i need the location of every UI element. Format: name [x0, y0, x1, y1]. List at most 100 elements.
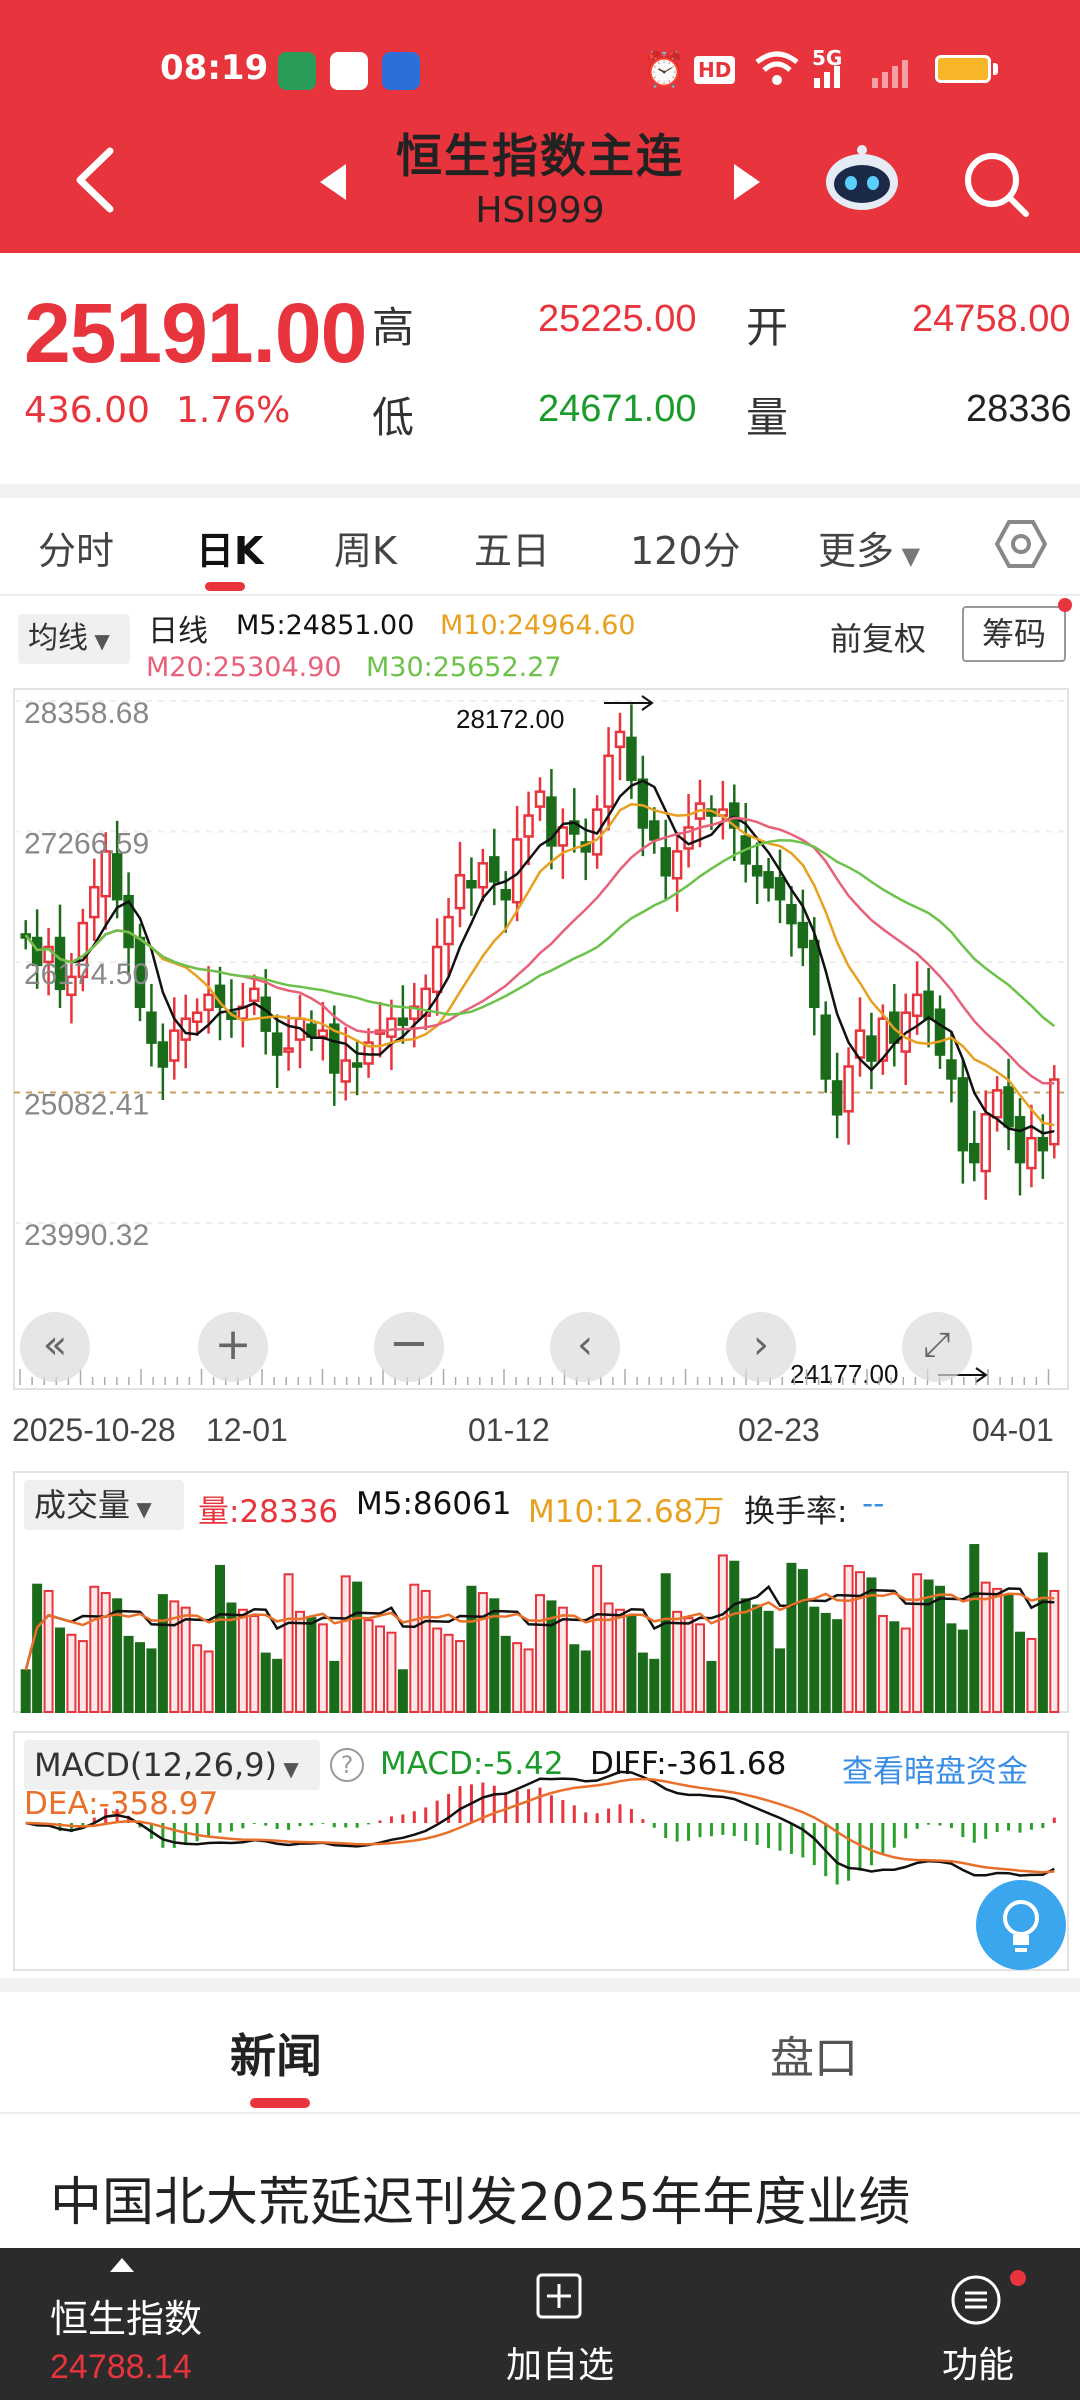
add-watchlist-icon[interactable] — [535, 2272, 583, 2320]
candle-body — [157, 1041, 169, 1068]
candle-body — [500, 888, 511, 901]
volume-bar — [443, 1633, 454, 1713]
candle-body — [923, 990, 934, 1020]
max-price-annotation: 28172.00 — [456, 704, 564, 734]
y-tick-label: 25082.41 — [24, 1089, 149, 1122]
bottom-index-name[interactable]: 恒生指数 — [50, 2297, 203, 2341]
divider — [0, 1978, 1080, 1992]
back-arrow-icon[interactable] — [70, 145, 120, 215]
turnover-value: -- — [862, 1486, 885, 1522]
tab-five-day[interactable]: 五日 — [474, 529, 551, 573]
help-icon[interactable]: ? — [330, 1748, 364, 1782]
app-notification-icon — [278, 52, 316, 90]
tab-intraday[interactable]: 分时 — [38, 529, 115, 573]
tab-order-book[interactable]: 盘口 — [770, 2033, 858, 2084]
diff-value: DIFF:-361.68 — [590, 1746, 787, 1782]
candle-body — [249, 987, 260, 1003]
chart-settings-icon[interactable] — [995, 518, 1047, 570]
volume-bar — [66, 1633, 77, 1713]
scroll-right-button[interactable]: › — [726, 1312, 796, 1382]
macd-value: MACD:-5.42 — [380, 1746, 564, 1782]
bottom-index-value: 24788.14 — [50, 2348, 192, 2386]
news-headline[interactable]: 中国北大荒延迟刊发2025年年度业绩 — [50, 2173, 911, 2233]
volume-bar — [935, 1585, 945, 1713]
volume-bar — [203, 1650, 214, 1713]
tab-weekly-k[interactable]: 周K — [334, 529, 397, 573]
volume-bar — [855, 1571, 865, 1713]
add-watchlist-label[interactable]: 加自选 — [506, 2345, 615, 2386]
tips-bulb-button[interactable] — [976, 1880, 1066, 1970]
tab-daily-k[interactable]: 日K — [196, 529, 264, 573]
volume-bar — [729, 1560, 740, 1713]
volume-bar — [489, 1598, 500, 1714]
candle-body — [603, 754, 614, 808]
volume-label: 量 — [746, 393, 789, 442]
candle-body — [751, 865, 763, 877]
scroll-left-button[interactable]: ‹ — [550, 1312, 620, 1382]
candle-body — [386, 1017, 397, 1038]
function-menu-icon[interactable] — [950, 2274, 1002, 2326]
volume-bar — [615, 1608, 625, 1714]
volume-bar — [55, 1627, 65, 1714]
tab-news[interactable]: 新闻 — [230, 2029, 322, 2083]
dropdown-caret-icon: ▼ — [88, 629, 110, 653]
volume-bar — [717, 1554, 728, 1714]
zoom-in-button[interactable]: + — [198, 1312, 268, 1382]
divider — [0, 2112, 1080, 2114]
signal-icon — [814, 60, 908, 88]
diff-dea-lines — [25, 1770, 1055, 1877]
turnover-label: 换手率: — [744, 1494, 848, 1530]
indicator-select[interactable]: 均线 ▼ — [18, 614, 130, 664]
volume-bar — [123, 1635, 134, 1713]
volume-bar — [306, 1617, 317, 1713]
volume-bars — [20, 1544, 1060, 1714]
expand-up-icon[interactable] — [110, 2258, 134, 2272]
candle-body — [877, 1017, 889, 1062]
volume-bar — [992, 1587, 1003, 1713]
candle-body — [637, 778, 649, 829]
x-tick-label: 02-23 — [738, 1412, 820, 1448]
candle-body — [843, 1065, 854, 1113]
candle-body — [329, 1023, 340, 1074]
search-icon[interactable] — [960, 148, 1032, 220]
dark-pool-link[interactable]: 查看暗盘资金 — [842, 1754, 1028, 1790]
volume-bar — [603, 1602, 614, 1713]
volume-bar — [135, 1642, 145, 1713]
volume-bar — [889, 1621, 900, 1713]
volume-bar — [969, 1544, 980, 1714]
volume-bar — [912, 1573, 923, 1714]
volume-bar — [1003, 1594, 1014, 1713]
tab-more-label: 更多 — [818, 529, 895, 573]
volume-bar — [763, 1610, 774, 1713]
candle-body — [660, 847, 671, 877]
volume-bar — [100, 1592, 111, 1713]
volume-bar — [420, 1589, 431, 1713]
volume-value: 28336 — [966, 388, 1072, 430]
macd-indicator-select[interactable]: MACD(12,26,9) ▼ — [24, 1740, 320, 1790]
candle-body — [523, 814, 534, 838]
open-label: 开 — [746, 303, 789, 352]
function-menu-label[interactable]: 功能 — [942, 2345, 1015, 2386]
volume-bar — [363, 1619, 374, 1714]
next-contract-icon[interactable] — [732, 162, 762, 202]
volume-bar — [1049, 1589, 1060, 1713]
zoom-out-button[interactable]: − — [374, 1312, 444, 1382]
candle-body — [534, 790, 546, 808]
chip-distribution-button[interactable]: 筹码 — [962, 606, 1066, 662]
tab-120min[interactable]: 120分 — [630, 529, 741, 573]
period-label: 日线 — [148, 614, 208, 649]
hd-icon: HD — [694, 56, 736, 84]
candle-body — [54, 936, 66, 991]
prev-contract-icon[interactable] — [318, 162, 348, 202]
fullscreen-button[interactable]: ⤢ — [902, 1312, 972, 1382]
active-tab-indicator — [205, 582, 245, 591]
adjust-mode[interactable]: 前复权 — [830, 620, 927, 658]
tab-more[interactable]: 更多 ▼ — [818, 520, 920, 575]
volume-indicator-select[interactable]: 成交量 ▼ — [24, 1480, 184, 1530]
ma20-value: M20:25304.90 — [146, 652, 342, 683]
macd-chart — [13, 1731, 1069, 1971]
candlestick-chart[interactable]: 28358.68 27266.59 26174.50 25082.41 23990.32… — [0, 685, 1080, 1405]
scroll-start-button[interactable]: « — [20, 1312, 90, 1382]
volume-bar — [626, 1615, 637, 1713]
robot-assistant-icon[interactable] — [822, 142, 902, 214]
